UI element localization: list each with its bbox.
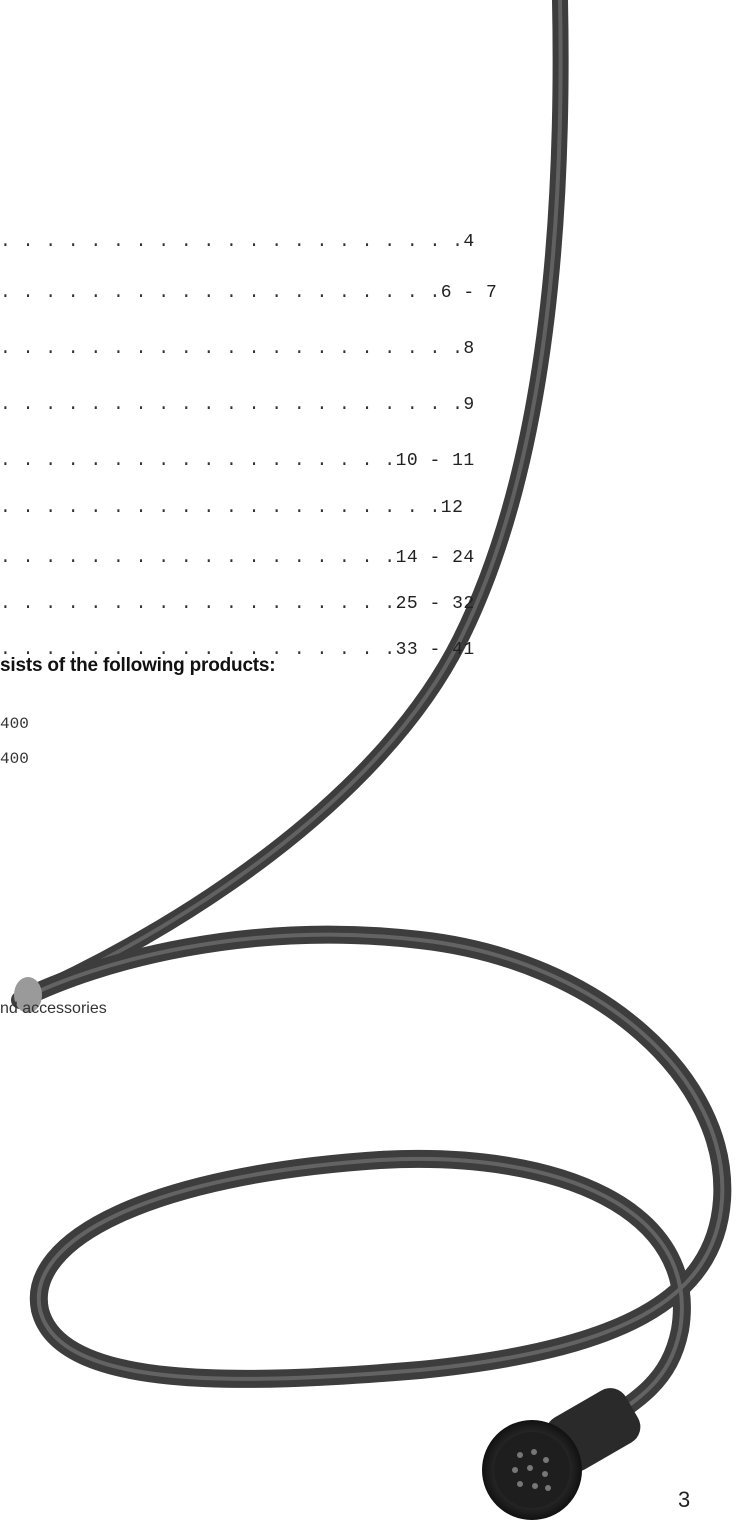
toc-page: 9 <box>463 395 475 415</box>
toc-dots: . . . . . . . . . . . . . . . . . . <box>0 594 396 614</box>
toc-row[interactable]: . . . . . . . . . . . . . . . . . . 33 -… <box>0 637 475 663</box>
toc-row[interactable]: . . . . . . . . . . . . . . . . . . . . … <box>0 280 497 306</box>
toc-row[interactable]: . . . . . . . . . . . . . . . . . . . . … <box>0 229 475 255</box>
toc-page: 14 - 24 <box>395 548 475 568</box>
toc-dots: . . . . . . . . . . . . . . . . . . . . … <box>0 339 464 359</box>
toc-dots: . . . . . . . . . . . . . . . . . . . . … <box>0 232 464 252</box>
toc-page: 4 <box>463 232 475 252</box>
toc-row[interactable]: . . . . . . . . . . . . . . . . . . . . … <box>0 392 475 418</box>
toc-page: 12 <box>440 498 464 518</box>
toc-row[interactable]: . . . . . . . . . . . . . . . . . . 25 -… <box>0 591 475 617</box>
toc-dots: . . . . . . . . . . . . . . . . . . . . … <box>0 395 464 415</box>
toc-dots: . . . . . . . . . . . . . . . . . . <box>0 548 396 568</box>
toc-page: 6 - 7 <box>440 283 498 303</box>
toc-row[interactable]: . . . . . . . . . . . . . . . . . . . . … <box>0 336 475 362</box>
accessories-text: nd accessories <box>0 1000 107 1017</box>
toc-dots: . . . . . . . . . . . . . . . . . . . . <box>0 498 441 518</box>
toc-row[interactable]: . . . . . . . . . . . . . . . . . . 14 -… <box>0 545 475 571</box>
section-heading: sists of the following products: <box>0 655 276 676</box>
connector-plug <box>482 1388 641 1520</box>
product-item: 400 <box>0 715 29 733</box>
toc-dots: . . . . . . . . . . . . . . . . . . . . <box>0 283 441 303</box>
toc-page: 10 - 11 <box>395 451 475 471</box>
toc-page: 8 <box>463 339 475 359</box>
toc-page: 33 - 41 <box>395 640 475 660</box>
toc-row[interactable]: . . . . . . . . . . . . . . . . . . 10 -… <box>0 448 475 474</box>
toc-page: 25 - 32 <box>395 594 475 614</box>
toc-dots: . . . . . . . . . . . . . . . . . . <box>0 451 396 471</box>
page-number: 3 <box>678 1487 691 1512</box>
toc-dots: . . . . . . . . . . . . . . . . . . <box>0 640 396 660</box>
toc-row[interactable]: . . . . . . . . . . . . . . . . . . . . … <box>0 495 463 521</box>
product-item: 400 <box>0 750 29 768</box>
